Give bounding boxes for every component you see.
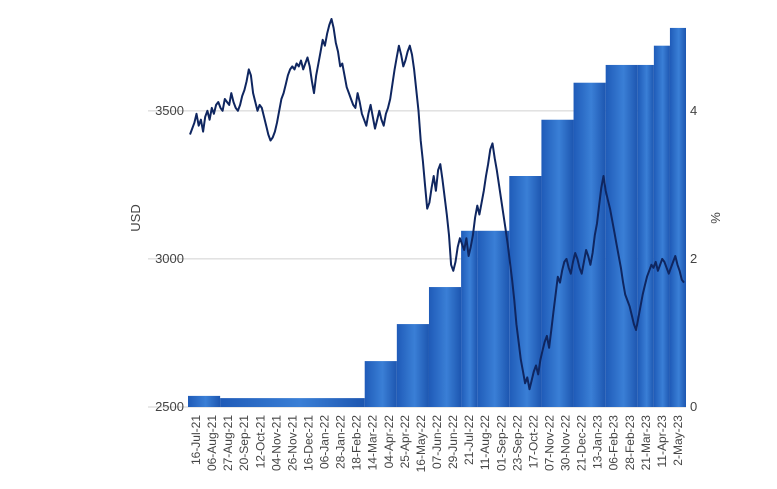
x-tick-label: 14-Mar-22 (366, 415, 380, 471)
right-tick-label: 2 (690, 251, 697, 266)
x-tick-label: 27-Aug-21 (221, 415, 235, 471)
x-tick-label: 12-Oct-21 (253, 415, 267, 469)
x-tick-label: 07-Jun-22 (430, 415, 444, 469)
right-tick-label: 4 (690, 103, 697, 118)
bar (669, 27, 686, 408)
bar (637, 64, 654, 407)
bar (220, 398, 365, 407)
x-tick-label: 16-Dec-21 (301, 415, 315, 471)
x-tick-label: 23-Sep-22 (510, 415, 524, 471)
bar (573, 82, 606, 407)
x-tick-label: 21-Dec-22 (575, 415, 589, 471)
y-axis-label-left: USD (128, 204, 143, 231)
x-tick-label: 29-Jun-22 (446, 415, 460, 469)
x-tick-label: 25-Apr-22 (398, 415, 412, 469)
left-tick-label: 3500 (155, 103, 184, 118)
x-tick-label: 04-Apr-22 (382, 415, 396, 469)
left-axis: 2500 3000 3500 (155, 103, 184, 414)
x-tick-label: 11-Apr-23 (655, 415, 669, 468)
bar (396, 324, 429, 407)
x-tick-label: 2-May-23 (671, 415, 685, 466)
x-tick-label: 17-Oct-22 (526, 415, 540, 469)
x-tick-label: 16-May-22 (414, 415, 428, 473)
x-tick-label: 06-Aug-21 (205, 415, 219, 471)
line-series (189, 18, 685, 391)
x-tick-label: 28-Jan-22 (334, 415, 348, 469)
bar (364, 361, 397, 407)
bar (653, 45, 670, 407)
x-tick-label: 21-Jul-22 (462, 415, 476, 465)
x-tick-label: 16-Jul-21 (189, 415, 203, 465)
left-tick-label: 3000 (155, 251, 184, 266)
y-axis-label-right: % (708, 212, 723, 224)
right-axis: 0 2 4 (690, 103, 697, 414)
x-tick-label: 11-Aug-22 (478, 415, 492, 470)
bar (188, 395, 221, 407)
x-axis: 16-Jul-21 06-Aug-21 27-Aug-21 20-Sep-21 12-O… (189, 415, 685, 473)
x-tick-label: 01-Sep-22 (494, 415, 508, 471)
x-tick-label: 07-Nov-22 (542, 415, 556, 471)
bar (605, 64, 638, 407)
x-tick-label: 20-Sep-21 (237, 415, 251, 471)
bar (428, 287, 462, 407)
series-line (189, 18, 685, 391)
x-tick-label: 06-Jan-22 (318, 415, 332, 469)
x-tick-label: 13-Jan-23 (591, 415, 605, 469)
x-tick-label: 26-Nov-21 (285, 415, 299, 471)
x-tick-label: 28-Feb-23 (623, 415, 637, 471)
x-tick-label: 04-Nov-21 (269, 415, 283, 471)
bar (461, 230, 478, 407)
left-tick-label: 2500 (155, 399, 184, 414)
bar (541, 119, 574, 407)
x-tick-label: 30-Nov-22 (559, 415, 573, 471)
bar (477, 230, 510, 407)
right-tick-label: 0 (690, 399, 697, 414)
x-tick-label: 21-Mar-23 (639, 415, 653, 471)
x-tick-label: 18-Feb-22 (350, 415, 364, 471)
x-tick-label: 06-Feb-23 (607, 415, 621, 471)
